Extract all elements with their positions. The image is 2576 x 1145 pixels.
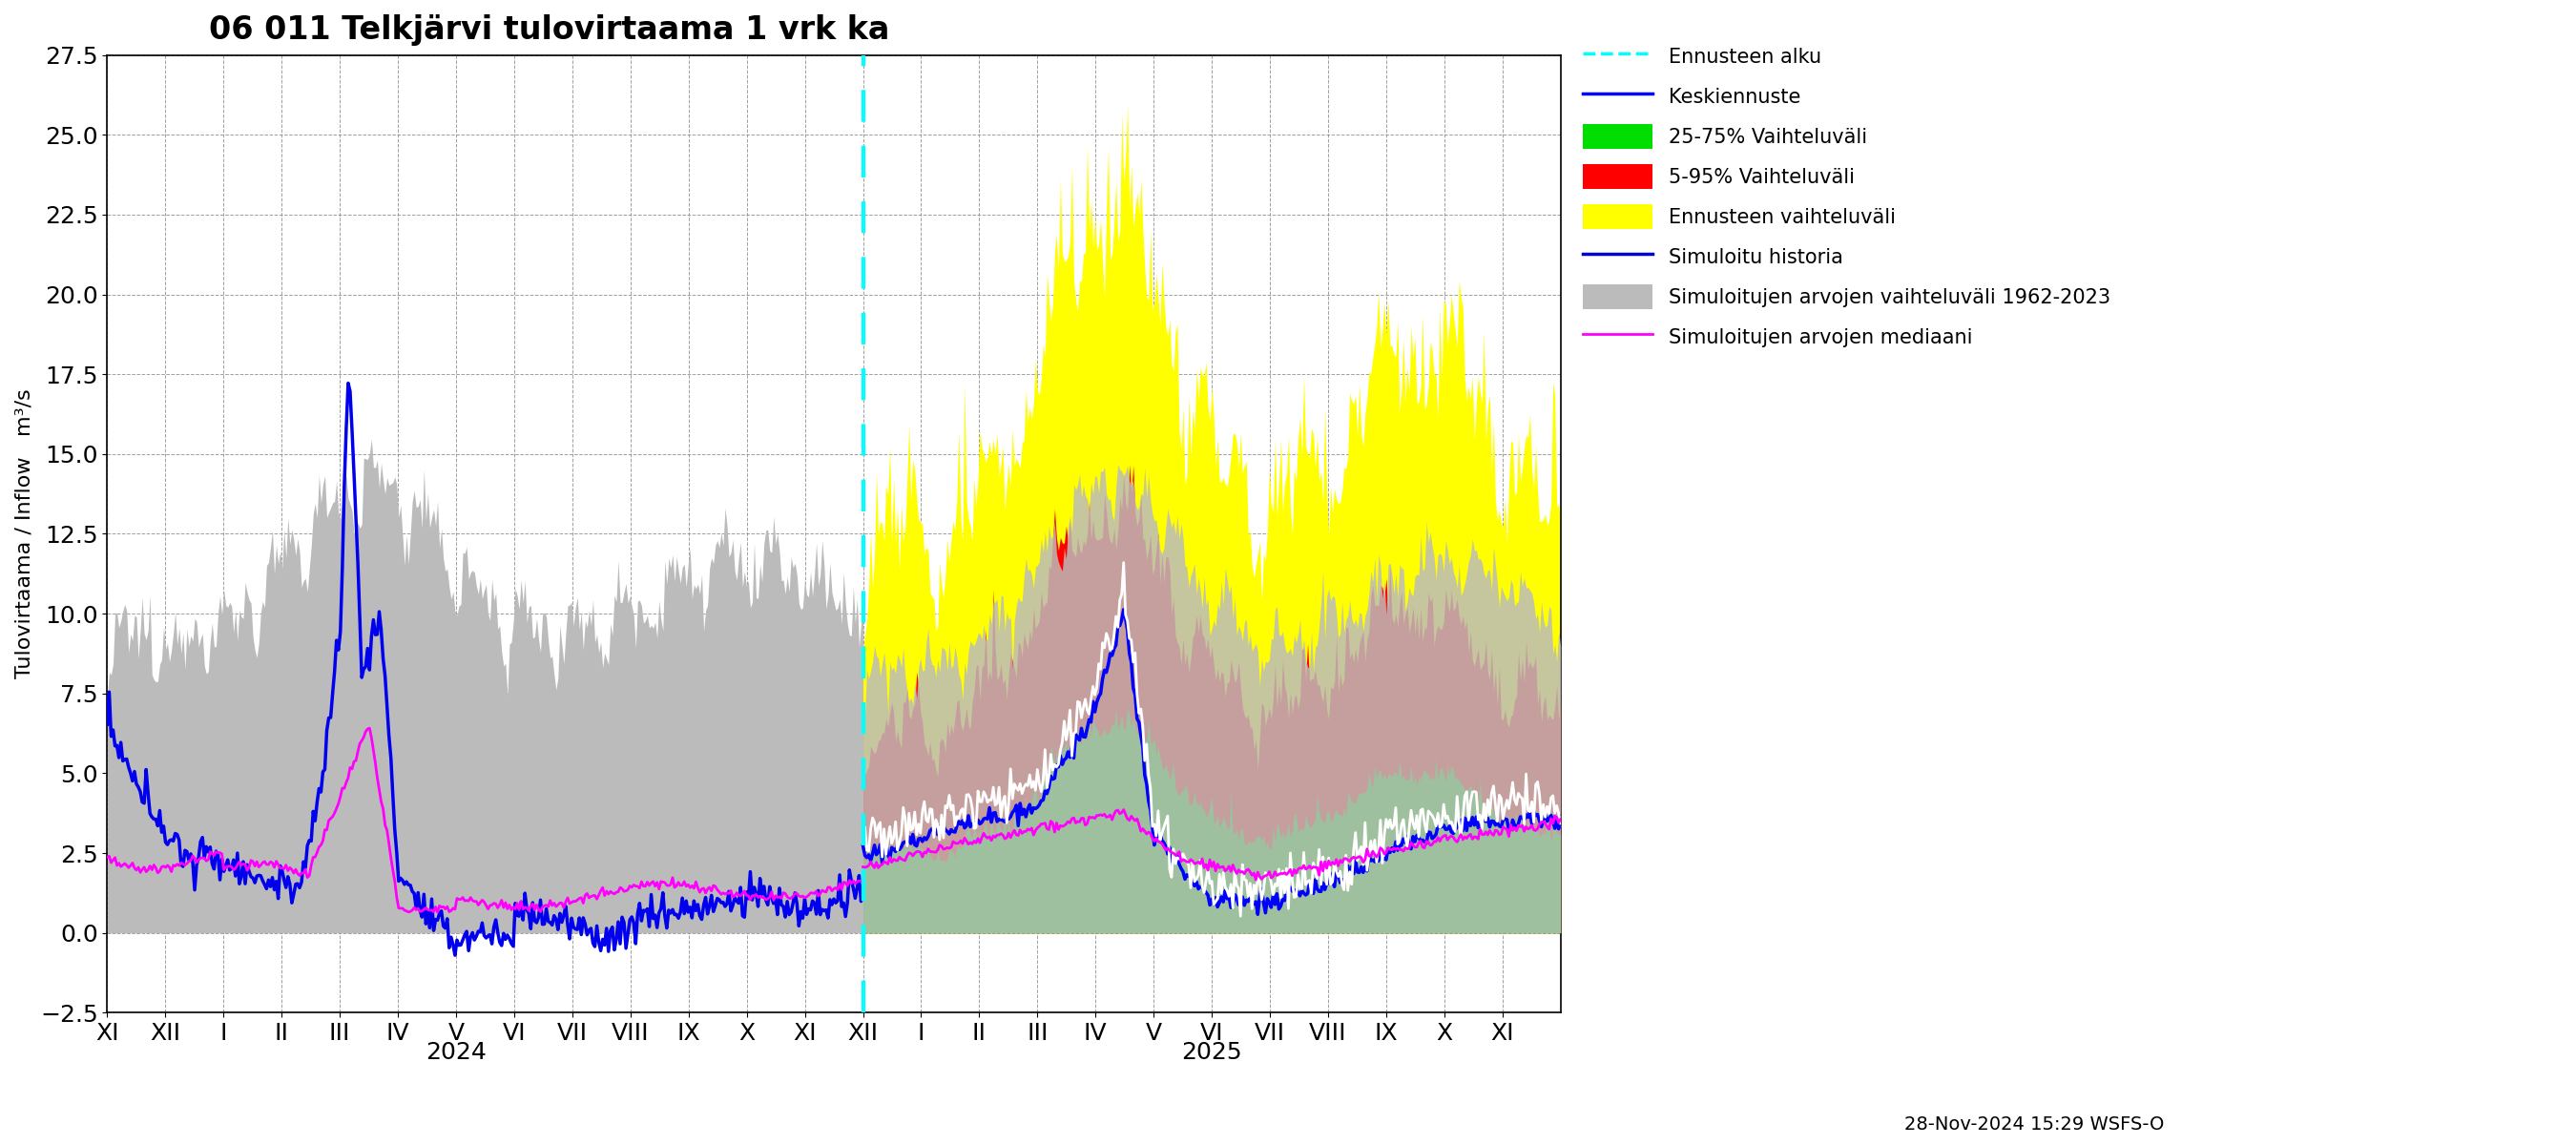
Legend: Ennusteen alku, Keskiennuste, 25-75% Vaihteluväli, 5-95% Vaihteluväli, Ennusteen: Ennusteen alku, Keskiennuste, 25-75% Vai… [1574,35,2117,357]
Y-axis label: Tulovirtaama / Inflow   m³/s: Tulovirtaama / Inflow m³/s [15,389,33,679]
Text: 2025: 2025 [1182,1041,1242,1064]
Text: 28-Nov-2024 15:29 WSFS-O: 28-Nov-2024 15:29 WSFS-O [1904,1115,2164,1134]
Text: 06 011 Telkjärvi tulovirtaama 1 vrk ka: 06 011 Telkjärvi tulovirtaama 1 vrk ka [209,14,889,46]
Text: 2024: 2024 [425,1041,487,1064]
